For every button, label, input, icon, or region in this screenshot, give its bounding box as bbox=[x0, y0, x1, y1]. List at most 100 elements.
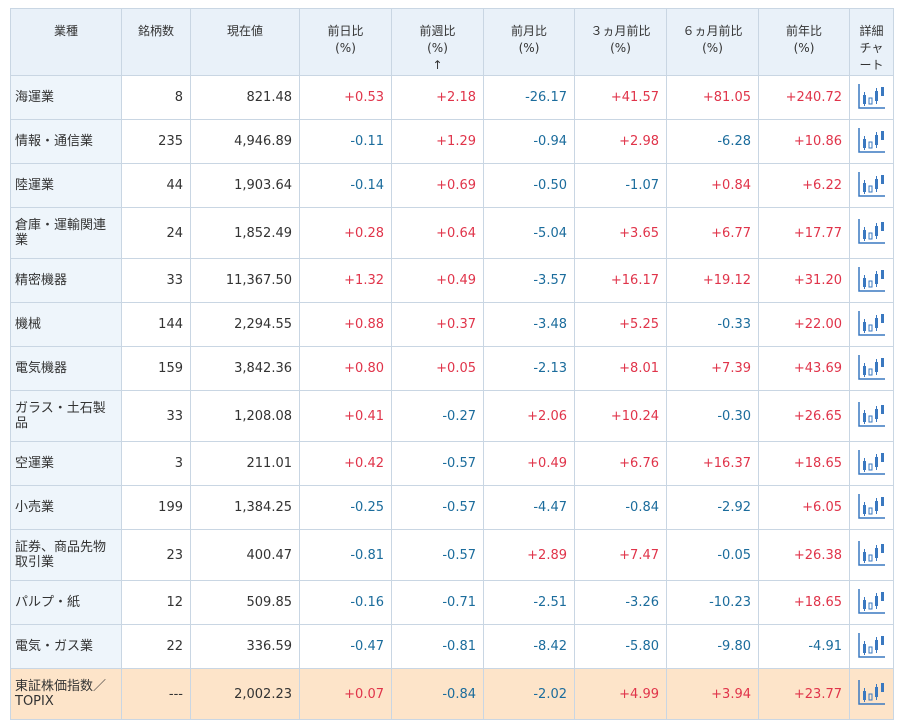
chart-icon bbox=[857, 171, 885, 197]
sector-name: 精密機器 bbox=[10, 258, 122, 303]
sector-name: 倉庫・運輸関連業 bbox=[10, 207, 122, 259]
change-percent: +16.37 bbox=[666, 441, 759, 486]
header-unit: (%) bbox=[335, 41, 356, 55]
chart-link[interactable] bbox=[849, 668, 894, 720]
change-percent: +1.32 bbox=[299, 258, 392, 303]
chart-link[interactable] bbox=[849, 346, 894, 391]
chart-icon bbox=[857, 680, 885, 705]
chart-link[interactable] bbox=[849, 441, 894, 486]
table-row: 証券、商品先物取引業 23 400.47 -0.81 -0.57 +2.89 +7.47 -0… bbox=[10, 529, 894, 581]
change-percent: +26.38 bbox=[758, 529, 850, 581]
table-row: 情報・通信業 235 4,946.89 -0.11 +1.29 -0.94 +2.98 -6.… bbox=[10, 119, 894, 164]
chart-link[interactable] bbox=[849, 163, 894, 208]
table-row: 陸運業 44 1,903.64 -0.14 +0.69 -0.50 -1.07 +0.84 +6… bbox=[10, 163, 894, 208]
column-header[interactable]: 前週比 (%) ↑ bbox=[391, 8, 484, 76]
change-percent: -0.33 bbox=[666, 302, 759, 347]
change-percent: +17.77 bbox=[758, 207, 850, 259]
change-percent: -5.80 bbox=[574, 624, 667, 669]
sector-name: 小売業 bbox=[10, 485, 122, 530]
current-value: 3,842.36 bbox=[190, 346, 300, 391]
change-percent: -0.14 bbox=[299, 163, 392, 208]
header-row: 業種 銘柄数 現在値 前日比 (%) 前週比 (%) ↑ 前月比 (%) ３ヵ月前比 (%) ６ヵ月前比… bbox=[10, 8, 894, 76]
change-percent: +2.18 bbox=[391, 75, 484, 120]
table-row: 電気機器 159 3,842.36 +0.80 +0.05 -2.13 +8.01 +7.39… bbox=[10, 346, 894, 391]
table-row: 海運業 8 821.48 +0.53 +2.18 -26.17 +41.57 +81.05 +2… bbox=[10, 75, 894, 120]
current-value: 821.48 bbox=[190, 75, 300, 120]
change-percent: +81.05 bbox=[666, 75, 759, 120]
stock-count: 23 bbox=[121, 529, 191, 581]
chart-link[interactable] bbox=[849, 207, 894, 259]
header-unit: (%) bbox=[518, 41, 540, 55]
column-header[interactable]: 銘柄数 bbox=[121, 8, 191, 76]
change-percent: +10.86 bbox=[758, 119, 850, 164]
change-percent: +0.80 bbox=[299, 346, 392, 391]
header-label: 詳細チャート bbox=[859, 24, 884, 72]
sector-name: 東証株価指数／TOPIX bbox=[10, 668, 122, 720]
header-label: 現在値 bbox=[226, 24, 263, 38]
current-value: 11,367.50 bbox=[190, 258, 300, 303]
change-percent: +6.76 bbox=[574, 441, 667, 486]
column-header[interactable]: ３ヵ月前比 (%) bbox=[574, 8, 667, 76]
stock-count: 8 bbox=[121, 75, 191, 120]
change-percent: +0.53 bbox=[299, 75, 392, 120]
change-percent: +18.65 bbox=[758, 441, 850, 486]
header-label: 前年比 bbox=[785, 24, 822, 38]
change-percent: -0.81 bbox=[391, 624, 484, 669]
change-percent: +0.88 bbox=[299, 302, 392, 347]
change-percent: -0.25 bbox=[299, 485, 392, 530]
change-percent: +3.94 bbox=[666, 668, 759, 720]
chart-link[interactable] bbox=[849, 485, 894, 530]
table-row: 東証株価指数／TOPIX --- 2,002.23 +0.07 -0.84 -2.02 +4… bbox=[10, 668, 894, 720]
sort-arrow[interactable]: ↑ bbox=[432, 58, 443, 72]
column-header[interactable]: 前月比 (%) bbox=[483, 8, 575, 76]
change-percent: +4.99 bbox=[574, 668, 667, 720]
column-header[interactable]: 前日比 (%) bbox=[299, 8, 392, 76]
chart-link[interactable] bbox=[849, 624, 894, 669]
change-percent: +240.72 bbox=[758, 75, 850, 120]
chart-icon bbox=[857, 493, 885, 519]
change-percent: +19.12 bbox=[666, 258, 759, 303]
chart-link[interactable] bbox=[849, 75, 894, 120]
stock-count: 3 bbox=[121, 441, 191, 486]
column-header: 詳細チャート bbox=[849, 8, 894, 76]
chart-link[interactable] bbox=[849, 580, 894, 625]
column-header[interactable]: 前年比 (%) bbox=[758, 8, 850, 76]
sector-name: 空運業 bbox=[10, 441, 122, 486]
column-header[interactable]: 現在値 bbox=[190, 8, 300, 76]
change-percent: -0.27 bbox=[391, 390, 484, 442]
change-percent: -0.30 bbox=[666, 390, 759, 442]
change-percent: +0.69 bbox=[391, 163, 484, 208]
table-row: 倉庫・運輸関連業 24 1,852.49 +0.28 +0.64 -5.04 +3.65 +6… bbox=[10, 207, 894, 259]
chart-icon bbox=[857, 588, 885, 614]
chart-link[interactable] bbox=[849, 119, 894, 164]
change-percent: +0.07 bbox=[299, 668, 392, 720]
table-row: 精密機器 33 11,367.50 +1.32 +0.49 -3.57 +16.17 +19.… bbox=[10, 258, 894, 303]
sector-name: 機械 bbox=[10, 302, 122, 347]
change-percent: -2.02 bbox=[483, 668, 575, 720]
change-percent: -0.57 bbox=[391, 441, 484, 486]
sector-name: パルプ・紙 bbox=[10, 580, 122, 625]
chart-link[interactable] bbox=[849, 529, 894, 581]
change-percent: -1.07 bbox=[574, 163, 667, 208]
change-percent: -8.42 bbox=[483, 624, 575, 669]
change-percent: +22.00 bbox=[758, 302, 850, 347]
change-percent: -0.11 bbox=[299, 119, 392, 164]
change-percent: +6.77 bbox=[666, 207, 759, 259]
chart-link[interactable] bbox=[849, 390, 894, 442]
table-row: パルプ・紙 12 509.85 -0.16 -0.71 -2.51 -3.26 -10.23 +… bbox=[10, 580, 894, 625]
stock-count: 144 bbox=[121, 302, 191, 347]
current-value: 4,946.89 bbox=[190, 119, 300, 164]
column-header[interactable]: ６ヵ月前比 (%) bbox=[666, 8, 759, 76]
change-percent: +6.22 bbox=[758, 163, 850, 208]
change-percent: -0.71 bbox=[391, 580, 484, 625]
change-percent: -3.26 bbox=[574, 580, 667, 625]
change-percent: -0.05 bbox=[666, 529, 759, 581]
chart-icon bbox=[857, 310, 885, 336]
sector-name: 電気・ガス業 bbox=[10, 624, 122, 669]
change-percent: -4.47 bbox=[483, 485, 575, 530]
change-percent: +7.39 bbox=[666, 346, 759, 391]
chart-link[interactable] bbox=[849, 258, 894, 303]
chart-link[interactable] bbox=[849, 302, 894, 347]
change-percent: +18.65 bbox=[758, 580, 850, 625]
